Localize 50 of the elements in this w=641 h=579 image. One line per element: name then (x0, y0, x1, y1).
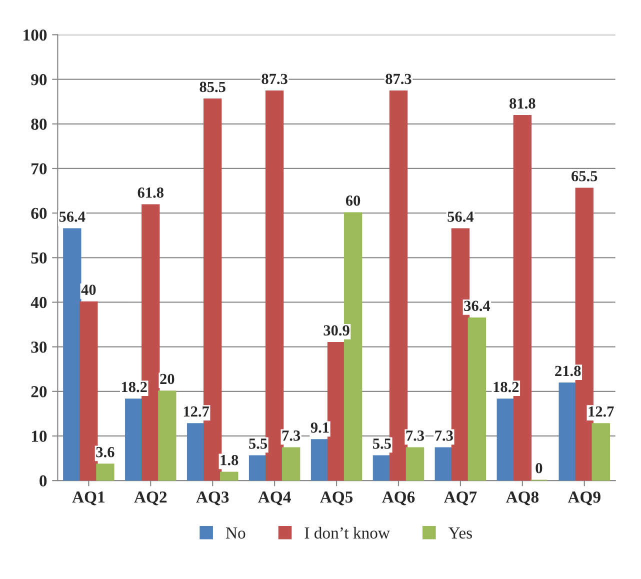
y-tick-label: 40 (30, 296, 47, 308)
data-label: 7.3 (282, 430, 300, 441)
y-tick-label: 100 (24, 29, 47, 41)
data-label: 12.7 (588, 406, 614, 417)
data-label: 65.5 (572, 171, 598, 182)
data-label: 85.5 (200, 82, 226, 92)
data-label: 40 (81, 284, 96, 295)
y-tick-label: 80 (31, 118, 47, 130)
y-tick-label: 70 (32, 163, 47, 174)
data-label: 20 (160, 374, 174, 384)
data-label: 12.7 (184, 406, 210, 417)
data-label: 7.3 (435, 430, 453, 441)
data-label: 1.8 (220, 454, 238, 466)
legend-label: No (226, 528, 246, 539)
data-label: 81.8 (510, 98, 536, 109)
x-tick-label: AQ5 (320, 492, 353, 506)
legend-label: I don’t know (304, 526, 390, 539)
y-tick-label: 50 (31, 252, 47, 264)
data-label: 21.8 (555, 366, 581, 376)
y-tick-label: 60 (31, 208, 47, 220)
x-tick-label: AQ6 (382, 492, 415, 506)
data-label: 7.3 (406, 430, 424, 441)
y-tick-label: 10 (32, 430, 47, 442)
data-label: 36.4 (464, 300, 490, 312)
data-label: 18.2 (494, 382, 519, 392)
data-label: 87.3 (262, 74, 288, 84)
data-label: 61.8 (138, 187, 164, 198)
data-label: 60 (346, 195, 360, 206)
data-label: 30.9 (324, 325, 350, 336)
y-tick-label: 0 (40, 475, 47, 487)
y-tick-label: 30 (31, 342, 47, 353)
data-label: 87.3 (386, 74, 412, 84)
x-tick-label: AQ8 (506, 491, 539, 506)
y-tick-label: 90 (31, 74, 47, 86)
data-label: 5.5 (249, 438, 268, 449)
data-label: 56.4 (448, 212, 474, 222)
x-tick-label: AQ2 (134, 492, 167, 506)
y-tick-label: 20 (31, 386, 47, 398)
data-label: 18.2 (122, 382, 147, 392)
x-tick-label: AQ1 (72, 492, 104, 506)
data-label: 5.5 (373, 438, 391, 449)
data-label: 56.4 (59, 212, 86, 222)
x-tick-label: AQ3 (196, 492, 229, 506)
x-tick-label: AQ7 (444, 492, 477, 506)
data-label: 3.6 (96, 446, 114, 458)
data-label: 0 (536, 462, 542, 474)
x-tick-label: AQ4 (258, 492, 291, 506)
legend-label: Yes (448, 528, 472, 539)
x-tick-label: AQ9 (568, 492, 600, 506)
data-label: 9.1 (310, 422, 329, 433)
